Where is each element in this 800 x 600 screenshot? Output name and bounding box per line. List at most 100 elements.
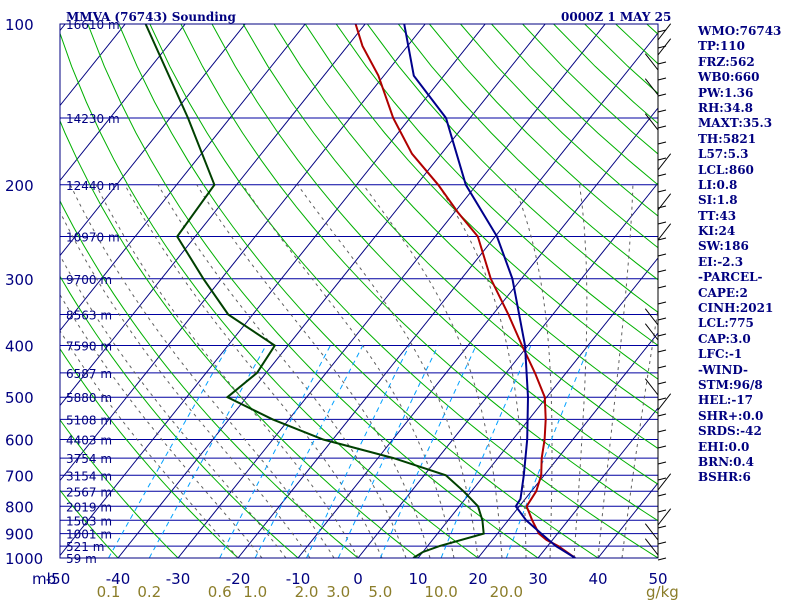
isotherm-line: [537, 407, 658, 558]
wind-staff-tick: [657, 413, 667, 417]
wind-staff-tick: [657, 397, 667, 401]
mixing-ratio-line: [337, 345, 439, 558]
wind-staff-tick: [657, 509, 667, 513]
index-item: CINH:2021: [698, 301, 774, 316]
temperature-tick-label: -20: [226, 570, 251, 588]
moist-adiabat: [60, 329, 239, 558]
moist-adiabat: [196, 184, 431, 558]
sounding-time: 0000Z 1 MAY 25: [561, 10, 671, 24]
index-item: PW:1.36: [698, 85, 754, 100]
dry-adiabat: [397, 24, 658, 281]
height-label: 8563 m: [66, 309, 112, 323]
mixing-ratio-tick-label: 10.0: [424, 583, 457, 600]
plot-frame: [59, 23, 659, 559]
mixing-ratio-line: [440, 345, 532, 558]
wind-barb: [657, 223, 672, 241]
index-item: CAPE:2: [698, 285, 748, 300]
pressure-label: 400: [5, 338, 34, 356]
isotherm-line: [297, 107, 658, 558]
moist-adiabat: [297, 184, 479, 558]
dewpoint-trace: [144, 24, 485, 558]
height-label: 1503 m: [66, 514, 112, 528]
mixing-ratio-line: [108, 345, 230, 558]
moist-adiabat: [242, 184, 455, 558]
temperature-tick-label: 10: [408, 570, 427, 588]
temperature-tick-label: 50: [648, 570, 667, 588]
dry-adiabat: [211, 24, 658, 485]
mixing-ratio-tick-label: 3.0: [326, 583, 350, 600]
wind-staff-tick: [657, 29, 667, 33]
wind-staff-tick: [657, 333, 667, 337]
height-label: 4403 m: [66, 434, 112, 448]
wind-barb: [657, 508, 672, 526]
index-item: LCL:860: [698, 162, 754, 177]
isotherm-line: [417, 257, 658, 558]
height-label: 6587 m: [66, 367, 112, 381]
wind-staff-tick: [657, 141, 667, 145]
dry-adiabat: [60, 275, 299, 558]
index-item: TT:43: [698, 208, 737, 223]
pressure-unit-label: mb: [32, 570, 56, 588]
pressure-label: 900: [5, 526, 34, 544]
index-item: HEL:-17: [698, 393, 754, 408]
index-item: CAP:3.0: [698, 331, 751, 346]
wind-staff-tick: [657, 541, 667, 545]
mixing-ratio-tick-label: 0.1: [97, 583, 121, 600]
dry-adiabat: [118, 24, 599, 558]
dry-adiabat: [60, 119, 419, 558]
wind-staff-tick: [657, 525, 667, 529]
dry-adiabat: [242, 24, 658, 450]
wind-barb: [657, 23, 672, 41]
index-item: WB0:660: [698, 70, 760, 85]
mixing-ratio-line: [219, 345, 331, 558]
dry-adiabat: [304, 24, 658, 380]
index-item: FRZ:562: [698, 54, 755, 69]
wind-staff-tick: [657, 157, 667, 161]
pressure-label: 600: [5, 432, 34, 450]
pressure-label: 1000: [5, 550, 43, 568]
wind-staff-tick: [657, 221, 667, 225]
index-item: RH:34.8: [698, 100, 753, 115]
mixing-ratio-line: [254, 345, 364, 558]
index-item: TP:110: [698, 39, 746, 54]
height-label: 5880 m: [66, 391, 112, 405]
wind-staff-tick: [657, 173, 667, 177]
dry-adiabat: [366, 24, 658, 313]
height-label: 2019 m: [66, 500, 112, 514]
wind-barb: [644, 323, 659, 341]
wind-staff-tick: [657, 285, 667, 289]
height-label: 3754 m: [66, 452, 112, 466]
index-item: L57:5.3: [698, 147, 749, 162]
isotherm-line: [60, 24, 486, 557]
temperature-trace: [354, 24, 576, 558]
wind-staff-tick: [657, 445, 667, 449]
moist-adiabat: [621, 305, 658, 558]
wind-barb: [657, 393, 672, 411]
wind-staff-tick: [657, 301, 667, 305]
height-label: 59 m: [66, 552, 97, 566]
wind-staff-tick: [657, 429, 667, 433]
moist-adiabat: [573, 184, 588, 558]
height-label: 2567 m: [66, 485, 112, 499]
wind-staff-tick: [657, 93, 667, 97]
index-item: WMO:76743: [698, 24, 782, 38]
parcel-trace: [403, 24, 576, 558]
index-item: SI:1.8: [698, 193, 738, 208]
temperature-tick-label: -50: [46, 570, 71, 588]
mixing-ratio-tick-label: 0.6: [208, 583, 232, 600]
wind-staff-tick: [657, 477, 667, 481]
wind-staff-tick: [657, 461, 667, 465]
wind-barb: [657, 473, 672, 491]
dry-adiabat: [60, 418, 179, 558]
height-label: 12440 m: [66, 179, 120, 193]
index-item: LCL:775: [698, 316, 754, 331]
wind-staff-tick: [657, 317, 667, 321]
index-item: EI:-2.3: [698, 254, 744, 269]
wind-staff-tick: [657, 189, 667, 193]
wind-staff-tick: [657, 61, 667, 65]
dry-adiabat: [335, 24, 658, 347]
wind-staff-tick: [657, 381, 667, 385]
temperature-tick-label: -10: [286, 570, 311, 588]
mixing-ratio-tick-label: 1.0: [243, 583, 267, 600]
isotherm-line: [177, 24, 606, 558]
